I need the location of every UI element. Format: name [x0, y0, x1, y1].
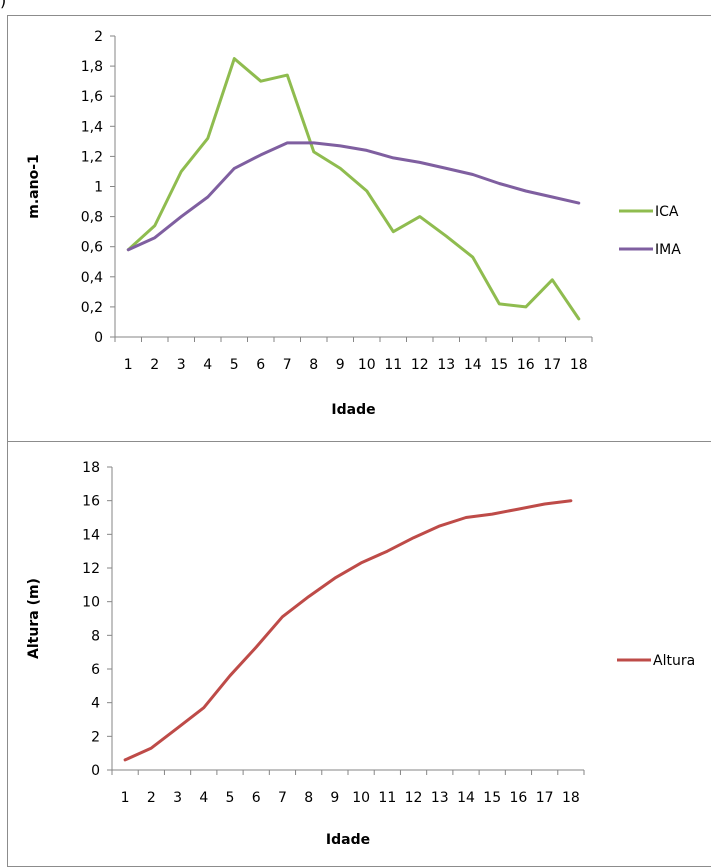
height-chart-x-tick-label: 4 — [199, 790, 208, 806]
increment-chart-x-tick-label: 13 — [437, 357, 455, 373]
increment-chart-x-tick-label: 14 — [464, 357, 482, 373]
height-chart-x-tick-label: 6 — [252, 790, 261, 806]
corner-mark: ) — [0, 0, 6, 10]
increment-chart-y-tick-label: 0,8 — [81, 210, 103, 226]
height-chart-x-tick-label: 7 — [278, 790, 287, 806]
increment-chart-x-tick-label: 3 — [177, 357, 186, 373]
height-chart-x-tick-label: 12 — [405, 790, 423, 806]
height-chart-x-tick-label: 14 — [457, 790, 475, 806]
height-chart-x-tick-label: 3 — [173, 790, 182, 806]
increment-chart-x-tick-label: 18 — [570, 357, 588, 373]
height-chart-y-tick-label: 16 — [82, 494, 100, 510]
height-chart-y-tick-label: 14 — [82, 527, 100, 543]
height-chart-x-tick-label: 9 — [330, 790, 339, 806]
increment-chart-x-tick-label: 8 — [309, 357, 318, 373]
increment-chart-x-tick-label: 4 — [203, 357, 212, 373]
increment-chart-y-tick-label: 0,2 — [81, 300, 103, 316]
height-chart-x-tick-label: 8 — [304, 790, 313, 806]
height-chart-x-tick-label: 5 — [226, 790, 235, 806]
increment-chart-y-tick-label: 0,6 — [81, 240, 103, 256]
increment-chart-y-tick-label: 1,6 — [81, 89, 103, 105]
increment-chart-x-tick-label: 9 — [336, 357, 345, 373]
height-chart-y-tick-label: 2 — [91, 729, 100, 745]
increment-chart-legend-label-ima: IMA — [655, 242, 681, 258]
increment-chart-x-tick-label: 15 — [490, 357, 508, 373]
increment-chart-series-line-ica — [128, 59, 579, 319]
increment-chart-series-line-ima — [128, 143, 579, 250]
increment-chart-legend-label-ica: ICA — [655, 204, 679, 220]
increment-chart-y-tick-label: 2 — [94, 29, 103, 45]
height-chart-x-tick-label: 11 — [378, 790, 396, 806]
height-chart-x-tick-label: 2 — [147, 790, 156, 806]
increment-chart-x-tick-label: 1 — [124, 357, 133, 373]
height-chart-y-tick-label: 6 — [91, 662, 100, 678]
increment-chart-y-tick-label: 0 — [94, 330, 103, 346]
increment-chart-x-tick-label: 6 — [256, 357, 265, 373]
increment-chart-x-tick-label: 12 — [411, 357, 429, 373]
height-chart-y-axis-title: Altura (m) — [26, 578, 42, 659]
increment-chart-y-tick-label: 1,2 — [81, 149, 103, 165]
increment-chart-x-tick-label: 11 — [384, 357, 402, 373]
height-chart-x-tick-label: 13 — [431, 790, 449, 806]
height-chart-y-tick-label: 0 — [91, 763, 100, 779]
increment-chart-x-tick-label: 7 — [283, 357, 292, 373]
increment-chart-x-tick-label: 5 — [230, 357, 239, 373]
height-chart-legend-label-altura: Altura — [653, 653, 695, 669]
height-chart-y-tick-label: 18 — [82, 460, 100, 476]
increment-chart-y-tick-label: 1 — [94, 180, 103, 196]
increment-chart-y-tick-label: 1,8 — [81, 59, 103, 75]
increment-chart-x-axis-title: Idade — [331, 402, 375, 418]
height-chart-x-axis-title: Idade — [326, 832, 370, 848]
height-chart-y-tick-label: 12 — [82, 561, 100, 577]
height-chart-y-tick-label: 8 — [91, 628, 100, 644]
height-chart-x-tick-label: 18 — [562, 790, 580, 806]
increment-chart-x-tick-label: 2 — [150, 357, 159, 373]
height-chart-x-tick-label: 15 — [483, 790, 501, 806]
height-chart-x-tick-label: 1 — [121, 790, 130, 806]
height-chart-y-tick-label: 10 — [82, 595, 100, 611]
height-chart-x-tick-label: 10 — [352, 790, 370, 806]
increment-chart-y-axis-title: m.ano-1 — [26, 154, 42, 219]
height-chart-y-tick-label: 4 — [91, 696, 100, 712]
height-chart-x-tick-label: 16 — [510, 790, 528, 806]
increment-chart-x-tick-label: 10 — [358, 357, 376, 373]
height-chart-series-line-altura — [125, 501, 571, 760]
height-chart-x-tick-label: 17 — [536, 790, 554, 806]
increment-chart-y-tick-label: 1,4 — [81, 119, 103, 135]
increment-chart-x-tick-label: 17 — [543, 357, 561, 373]
increment-chart-x-tick-label: 16 — [517, 357, 535, 373]
increment-chart-y-tick-label: 0,4 — [81, 270, 103, 286]
